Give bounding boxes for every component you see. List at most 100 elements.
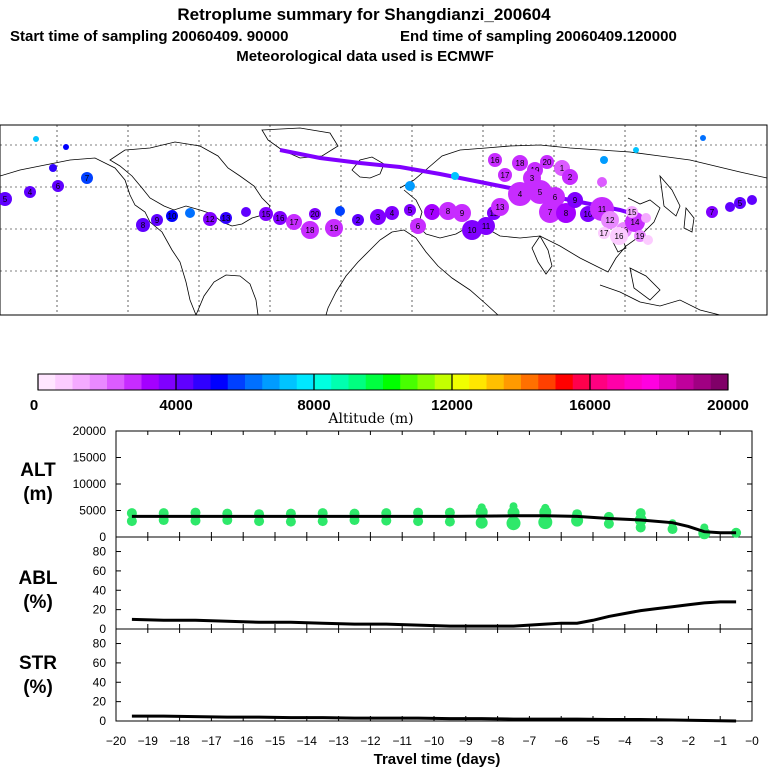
colorbar-cell [72, 374, 91, 390]
abl-panel-unit: (%) [23, 592, 53, 613]
map-cluster-number: 12 [206, 215, 215, 224]
map-cluster-number: 4 [518, 190, 523, 199]
colorbar-cell [55, 374, 73, 390]
x-tick-label: −11 [392, 734, 412, 748]
map-cluster-number: 9 [573, 196, 578, 205]
alt-cluster-points [126, 502, 742, 540]
x-tick-label: −0 [745, 734, 759, 748]
colorbar-cell [434, 374, 453, 390]
colorbar-cell [245, 374, 263, 390]
map-cluster-marker [424, 204, 440, 220]
map-cluster-marker [477, 217, 495, 235]
map-cluster-number: 2 [356, 216, 361, 225]
x-tick-label: −15 [265, 734, 286, 748]
map-cluster-marker [301, 221, 319, 239]
map-cluster-number: 13 [496, 203, 505, 212]
colorbar-cell [624, 374, 643, 390]
map-cluster-number: 10 [584, 210, 593, 219]
colorbar-cell [331, 374, 349, 390]
colorbar-cell [38, 374, 56, 390]
map-cluster-marker [52, 180, 64, 192]
alt-cluster-point [509, 502, 518, 511]
map-cluster-number: 18 [516, 159, 525, 168]
map-cluster-number: 1 [560, 164, 565, 173]
map-cluster-marker [597, 177, 607, 187]
map-cluster-number: 17 [501, 171, 510, 180]
map-cluster-number: 17 [290, 218, 299, 227]
str-panel-frame [115, 628, 753, 722]
map-cluster-number: 6 [416, 222, 421, 231]
colorbar-cell [158, 374, 177, 390]
map-cluster-marker [488, 153, 502, 167]
map-cluster-number: 5 [408, 206, 413, 215]
map-cluster-number: 20 [543, 158, 552, 167]
alt-ytick-label: 10000 [73, 477, 107, 491]
x-tick-label: −4 [618, 734, 632, 748]
map-cluster-marker [556, 203, 576, 223]
abl-panel-label: ABL [18, 568, 57, 589]
abl-ytick-label: 80 [93, 545, 107, 559]
x-tick-label: −1 [713, 734, 727, 748]
title-met-data: Meteorological data used is ECMWF [236, 48, 494, 65]
map-cluster-number: 19 [636, 232, 645, 241]
colorbar-cell [210, 374, 229, 390]
map-cluster-number: 10 [168, 212, 177, 221]
alt-panel-label: ALT [20, 460, 56, 481]
map-cluster-number: 20 [311, 210, 320, 219]
map-cluster-number: 9 [460, 209, 465, 218]
map-cluster-marker [562, 169, 578, 185]
colorbar-cell [296, 374, 315, 390]
map-cluster-marker [641, 213, 651, 223]
x-tick-label: −20 [106, 734, 127, 748]
map-cluster-marker [203, 212, 217, 226]
colorbar-cell [607, 374, 625, 390]
abl-ytick-label: 0 [99, 622, 106, 636]
map-cluster-marker [598, 227, 610, 239]
map-cluster-marker [410, 218, 426, 234]
alt-ytick-label: 15000 [73, 451, 107, 465]
colorbar-cell [659, 374, 677, 390]
map-cluster-marker [512, 155, 528, 171]
map-cluster-marker [601, 211, 619, 229]
map-cluster-number: 7 [710, 208, 715, 217]
str-panel-label: STR [19, 653, 57, 674]
map-cluster-number: 17 [600, 229, 609, 238]
colorbar-tick-label: 16000 [569, 397, 611, 414]
map-cluster-marker [405, 181, 415, 191]
colorbar-cell [538, 374, 556, 390]
map-cluster-marker [734, 197, 746, 209]
x-tick-label: −9 [459, 734, 473, 748]
x-tick-label: −12 [360, 734, 381, 748]
colorbar-cell [590, 374, 608, 390]
map-cluster-marker [185, 208, 195, 218]
colorbar-cell [503, 374, 522, 390]
map-cluster-marker [439, 202, 457, 220]
colorbar-cell [279, 374, 298, 390]
colorbar-cell [314, 374, 332, 390]
alt-ytick-label: 0 [99, 530, 106, 544]
map-cluster-marker [241, 207, 251, 217]
colorbar-cell [693, 374, 712, 390]
alt-cluster-point [538, 515, 553, 530]
x-tick-label: −6 [554, 734, 568, 748]
map-cluster-marker [33, 136, 39, 142]
map-cluster-marker [335, 206, 345, 216]
colorbar-cell [469, 374, 487, 390]
colorbar-tick-label: 8000 [297, 397, 330, 414]
colorbar-cell [555, 374, 574, 390]
alt-cluster-point [413, 516, 424, 527]
alt-cluster-point [667, 524, 678, 535]
map-cluster-marker [309, 208, 321, 220]
str-ytick-label: 20 [93, 695, 107, 709]
abl-ytick-label: 20 [93, 603, 107, 617]
map-cluster-marker [136, 218, 150, 232]
colorbar-cell [348, 374, 367, 390]
map-cluster-marker [539, 201, 561, 223]
colorbar-cell [486, 374, 505, 390]
colorbar-cell [641, 374, 660, 390]
map-cluster-number: 8 [446, 207, 451, 216]
alt-panel-unit: (m) [23, 484, 53, 505]
map-cluster-number: 16 [491, 156, 500, 165]
colorbar-tick-label: 0 [30, 397, 38, 414]
map-cluster-marker [643, 235, 653, 245]
